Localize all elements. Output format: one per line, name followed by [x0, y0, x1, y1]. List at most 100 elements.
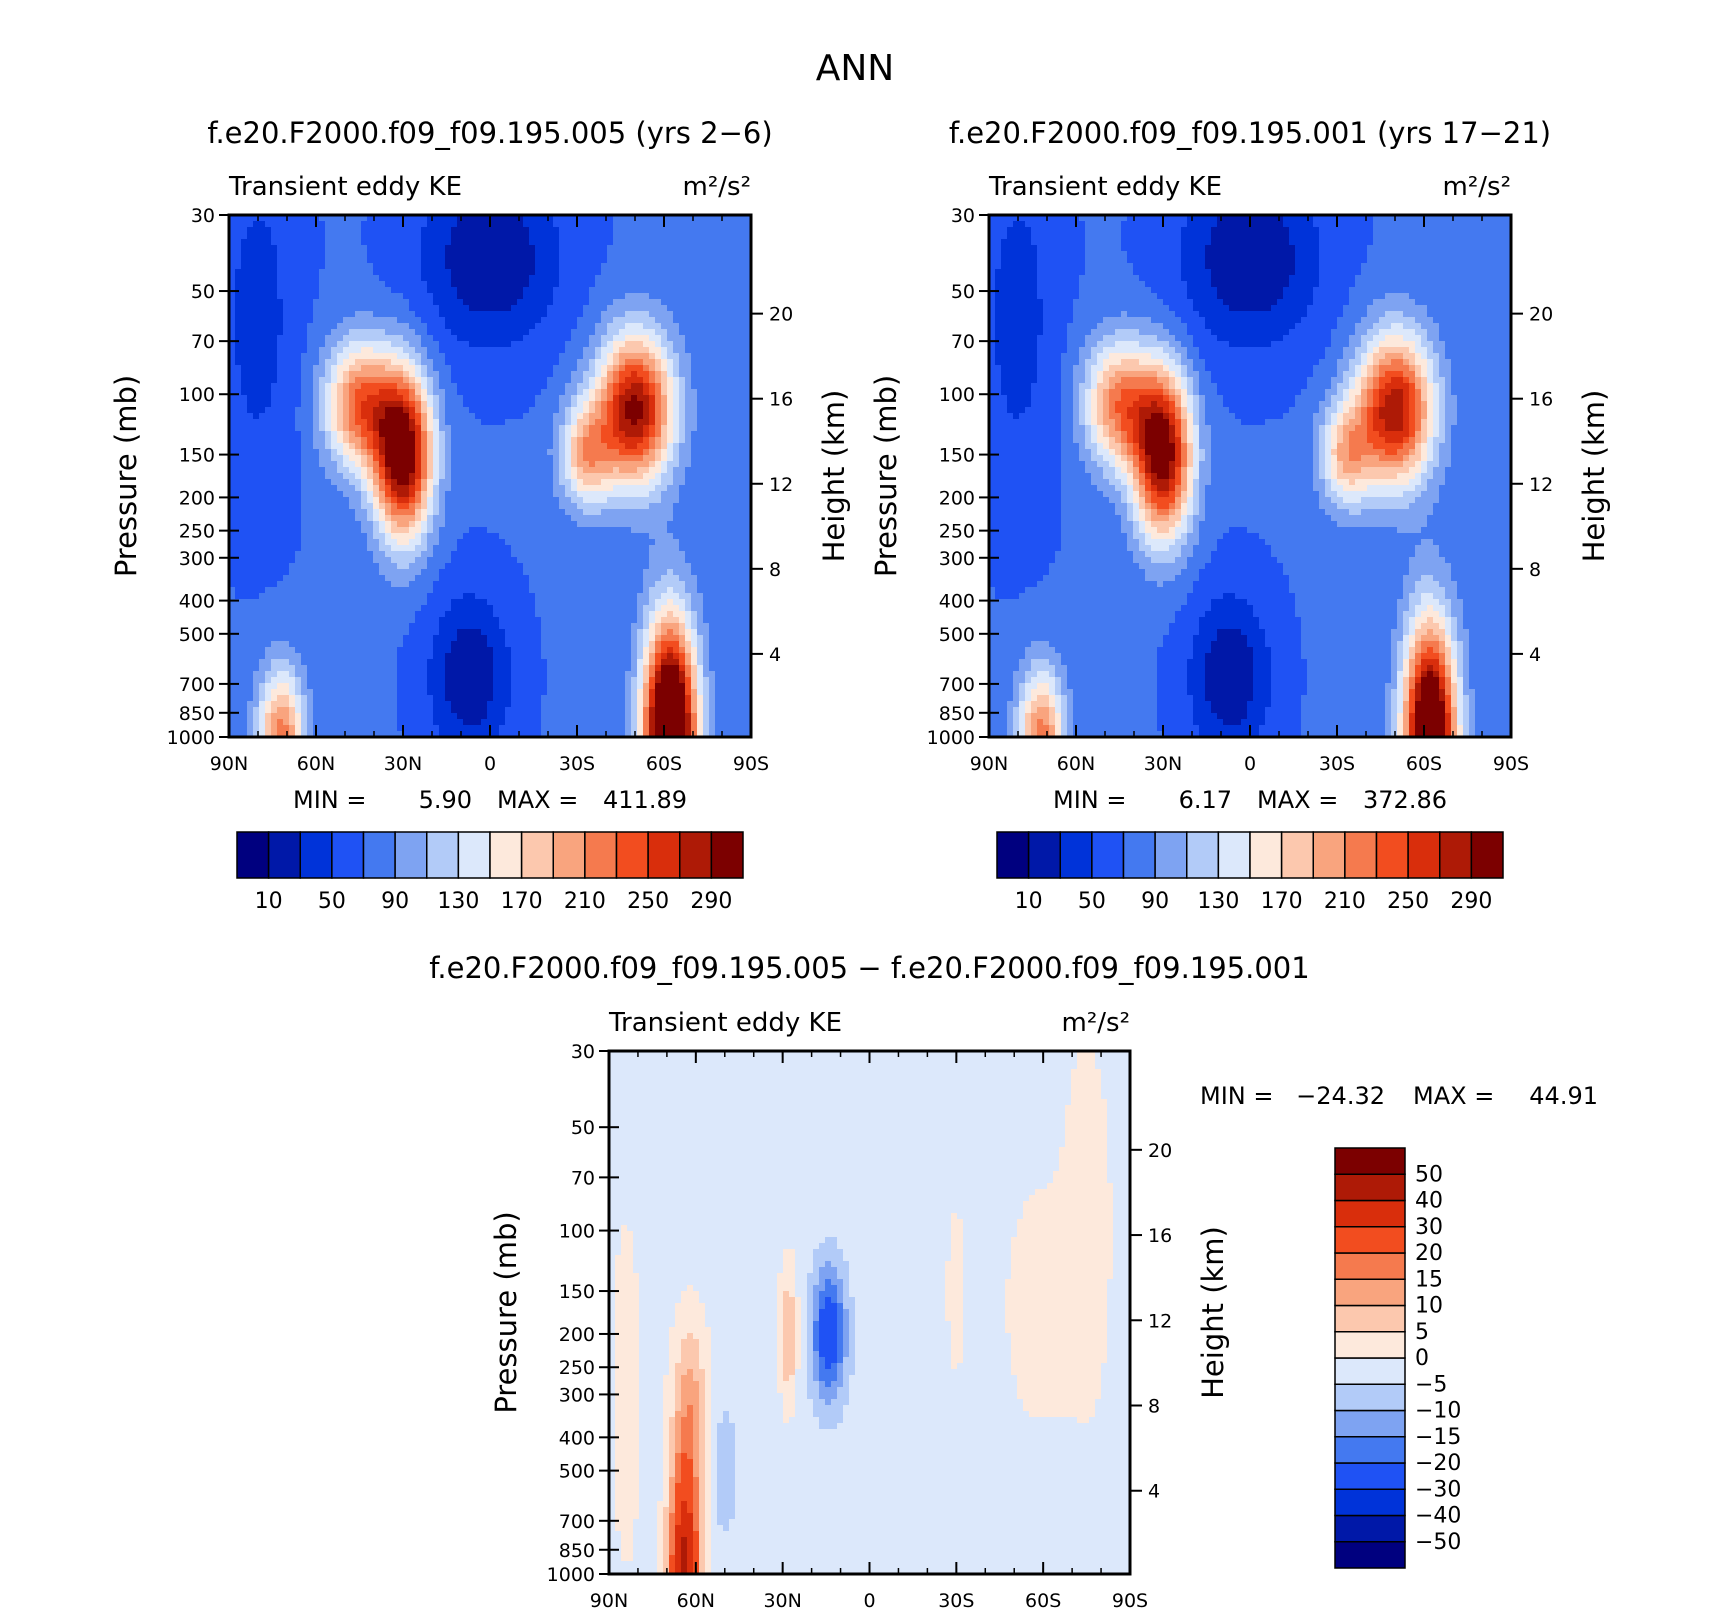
- heatmap-cell: [385, 269, 392, 276]
- heatmap-cell: [505, 383, 512, 390]
- heatmap-cell: [415, 377, 422, 384]
- heatmap-cell: [391, 659, 398, 666]
- heatmap-cell: [445, 527, 452, 534]
- heatmap-cell: [505, 221, 512, 228]
- heatmap-cell: [517, 707, 524, 714]
- heatmap-cell: [505, 539, 512, 546]
- heatmap-cell: [487, 359, 494, 366]
- heatmap-cell: [343, 353, 350, 360]
- heatmap-cell: [385, 335, 392, 342]
- heatmap-cell: [409, 725, 416, 732]
- heatmap-cell: [451, 623, 458, 630]
- heatmap-cell: [529, 653, 536, 660]
- heatmap-cell: [463, 581, 470, 588]
- heatmap-cell: [469, 407, 476, 414]
- heatmap-cell: [403, 395, 410, 402]
- heatmap-cell: [463, 365, 470, 372]
- heatmap-cell: [271, 395, 278, 402]
- heatmap-cell: [427, 647, 434, 654]
- heatmap-cell: [247, 311, 254, 318]
- heatmap-cell: [313, 497, 320, 504]
- heatmap-cell: [463, 641, 470, 648]
- heatmap-cell: [439, 293, 446, 300]
- heatmap-cell: [361, 455, 368, 462]
- heatmap-cell: [529, 227, 536, 234]
- heatmap-cell: [553, 305, 560, 312]
- heatmap-cell: [379, 227, 386, 234]
- heatmap-cell: [427, 359, 434, 366]
- heatmap-cell: [253, 227, 260, 234]
- heatmap-cell: [469, 587, 476, 594]
- heatmap-cell: [367, 347, 374, 354]
- heatmap-cell: [241, 503, 248, 510]
- heatmap-cell: [319, 521, 326, 528]
- heatmap-cell: [487, 713, 494, 720]
- heatmap-cell: [241, 581, 248, 588]
- heatmap-cell: [283, 455, 290, 462]
- heatmap-cell: [277, 215, 284, 222]
- heatmap-cell: [289, 659, 296, 666]
- heatmap-cell: [271, 629, 278, 636]
- heatmap-cell: [469, 503, 476, 510]
- heatmap-cell: [247, 467, 254, 474]
- heatmap-cell: [337, 671, 344, 678]
- heatmap-cell: [529, 497, 536, 504]
- heatmap-cell: [475, 533, 482, 540]
- heatmap-cell: [343, 365, 350, 372]
- heatmap-cell: [403, 335, 410, 342]
- heatmap-cell: [427, 281, 434, 288]
- heatmap-cell: [547, 383, 554, 390]
- heatmap-cell: [289, 629, 296, 636]
- heatmap-cell: [241, 551, 248, 558]
- heatmap-cell: [493, 449, 500, 456]
- heatmap-cell: [319, 539, 326, 546]
- heatmap-cell: [505, 431, 512, 438]
- heatmap-cell: [349, 431, 356, 438]
- heatmap-cell: [319, 419, 326, 426]
- heatmap-cell: [427, 665, 434, 672]
- heatmap-cell: [355, 287, 362, 294]
- heatmap-cell: [421, 263, 428, 270]
- heatmap-cell: [463, 659, 470, 666]
- heatmap-cell: [385, 623, 392, 630]
- heatmap-cell: [541, 581, 548, 588]
- heatmap-cell: [313, 287, 320, 294]
- heatmap-cell: [433, 257, 440, 264]
- heatmap-cell: [493, 257, 500, 264]
- heatmap-cell: [535, 323, 542, 330]
- heatmap-cell: [499, 479, 506, 486]
- heatmap-cell: [421, 359, 428, 366]
- heatmap-cell: [421, 317, 428, 324]
- heatmap-cell: [553, 293, 560, 300]
- heatmap-cell: [283, 227, 290, 234]
- heatmap-cell: [283, 221, 290, 228]
- heatmap-cell: [403, 407, 410, 414]
- heatmap-cell: [361, 629, 368, 636]
- heatmap-cell: [355, 545, 362, 552]
- heatmap-cell: [511, 497, 518, 504]
- heatmap-cell: [439, 521, 446, 528]
- heatmap-cell: [337, 641, 344, 648]
- heatmap-cell: [337, 533, 344, 540]
- heatmap-cell: [385, 605, 392, 612]
- heatmap-cell: [493, 467, 500, 474]
- heatmap-cell: [247, 377, 254, 384]
- heatmap-cell: [559, 401, 566, 408]
- heatmap-cell: [241, 647, 248, 654]
- heatmap-cell: [253, 215, 260, 222]
- heatmap-cell: [331, 713, 338, 720]
- heatmap-cell: [343, 215, 350, 222]
- heatmap-cell: [457, 311, 464, 318]
- heatmap-cell: [253, 635, 260, 642]
- heatmap-cell: [331, 239, 338, 246]
- heatmap-cell: [409, 359, 416, 366]
- heatmap-cell: [415, 275, 422, 282]
- heatmap-cell: [343, 701, 350, 708]
- heatmap-cell: [355, 359, 362, 366]
- figure-title: ANN: [816, 48, 895, 89]
- heatmap-cell: [247, 275, 254, 282]
- heatmap-cell: [361, 287, 368, 294]
- heatmap-cell: [535, 419, 542, 426]
- heatmap-cell: [361, 359, 368, 366]
- heatmap-cell: [457, 521, 464, 528]
